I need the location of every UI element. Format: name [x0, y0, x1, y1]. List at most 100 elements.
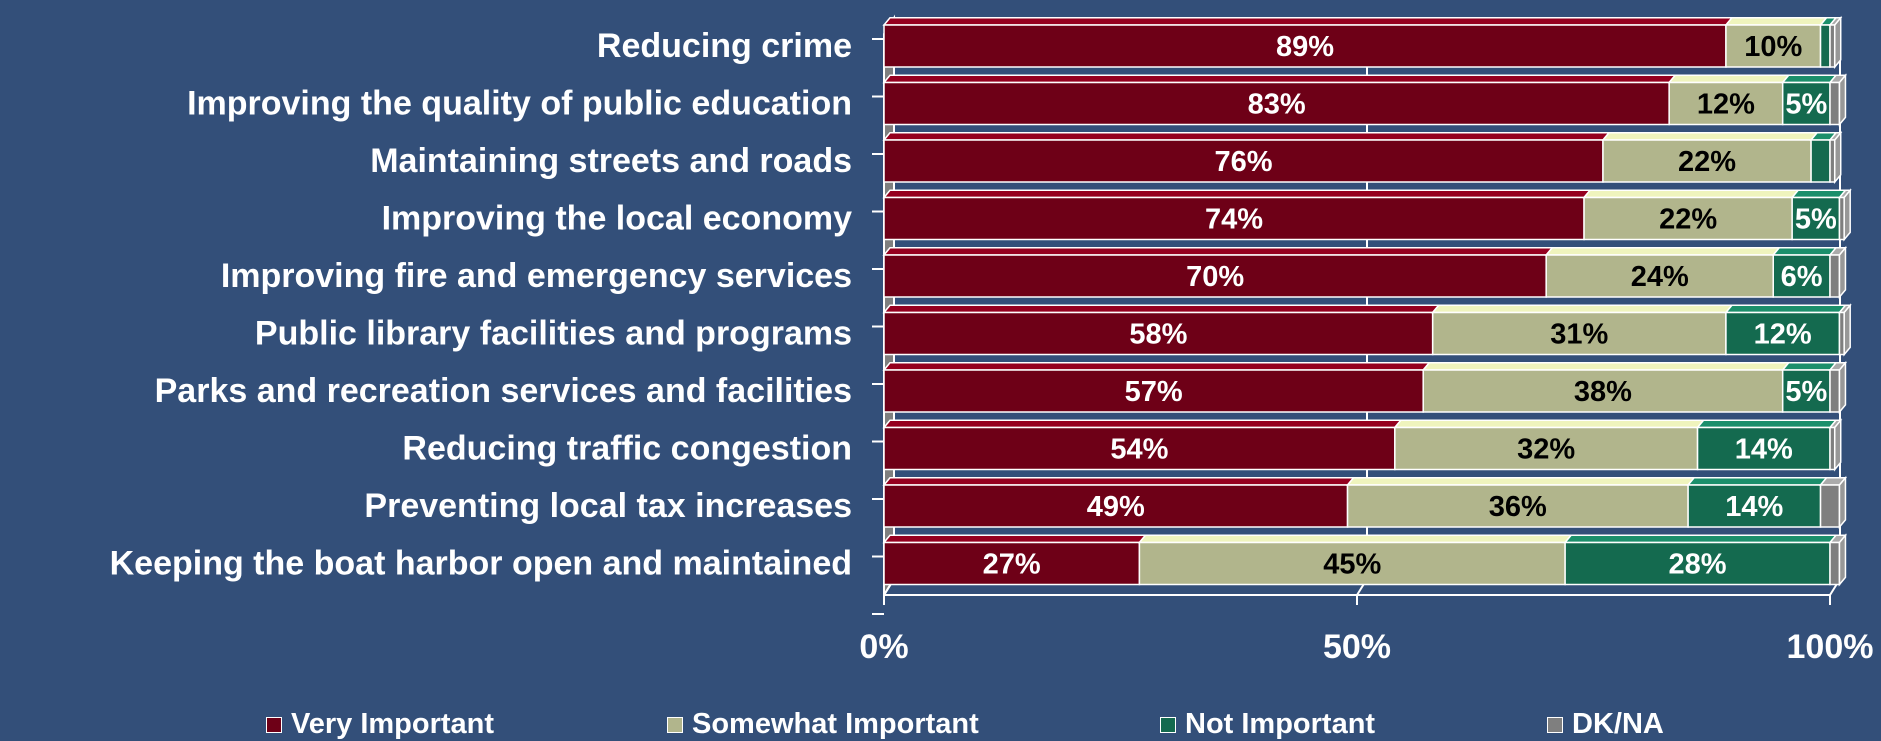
bar-segment-top [1345, 477, 1696, 486]
bar-end-cap [1838, 73, 1847, 127]
category-label: Keeping the boat harbor open and maintai… [110, 545, 852, 583]
bar-segment [1829, 254, 1841, 298]
bar-segment-top [1724, 17, 1829, 26]
bar-segment-top [1790, 189, 1848, 199]
data-label: 58% [1129, 319, 1187, 351]
bar-segment [1810, 139, 1831, 183]
bar-end-cap [1843, 303, 1851, 357]
data-label: 70% [1186, 261, 1244, 293]
category-label: Public library facilities and programs [255, 315, 852, 353]
bar-segment [1829, 541, 1841, 586]
bar-segment-top [882, 74, 1677, 84]
bar-segment-top [1781, 362, 1838, 371]
x-tick-label: 50% [1323, 628, 1391, 666]
bar-segment-top [1695, 419, 1838, 429]
bar-end-cap [1838, 475, 1847, 530]
bar-segment-top [882, 247, 1554, 256]
data-label: 76% [1214, 146, 1272, 178]
bar-segment-top [882, 362, 1431, 371]
bar-segment-top [1393, 419, 1706, 429]
bar-end-cap [1833, 130, 1842, 185]
category-label: Preventing local tax increases [364, 487, 852, 525]
bar-segment-top [1137, 534, 1573, 544]
category-label: Reducing crime [597, 27, 852, 65]
bar-segment [883, 484, 1349, 528]
bar-segment [883, 426, 1396, 471]
bar-segment [883, 541, 1141, 586]
data-label: 31% [1550, 319, 1608, 351]
data-label: 27% [983, 549, 1041, 581]
bar-row: 58% 31% 12% [882, 303, 1852, 357]
bar-end-cap [1838, 533, 1847, 587]
bar-segment [1668, 81, 1784, 126]
bar-segment-top [882, 304, 1441, 314]
data-label: 14% [1725, 491, 1783, 523]
category-label: Maintaining streets and roads [370, 142, 852, 180]
bar-segment-top [882, 419, 1403, 429]
data-label: 6% [1781, 261, 1823, 293]
bar-end-cap [1833, 15, 1842, 70]
bar-end-cap [1838, 360, 1847, 415]
bar-segment-top [882, 189, 1592, 199]
data-label: 83% [1248, 89, 1306, 121]
bar-segment [1829, 369, 1841, 413]
bars: 89% 10% 83% 12% 5% 76% 22% 74% 22% 5% 70% 24% 6% 58% 3… [882, 15, 1852, 587]
bar-row: 70% 24% 6% [882, 245, 1848, 300]
data-label: 54% [1110, 434, 1168, 466]
data-label: 5% [1795, 204, 1837, 236]
bar-segment-top [1686, 477, 1829, 486]
bar-row: 74% 22% 5% [882, 188, 1852, 242]
bar-row: 54% 32% 14% [882, 418, 1843, 472]
bar-segment-top [1667, 74, 1791, 84]
bar-segment-top [1563, 534, 1838, 544]
data-label: 10% [1744, 31, 1802, 63]
bar-segment-top [882, 17, 1734, 26]
bar-segment-top [1431, 304, 1734, 314]
bar-segment-top [882, 132, 1611, 141]
data-label: 5% [1785, 376, 1827, 408]
category-label: Reducing traffic congestion [402, 430, 852, 468]
x-axis-ticks: 0% 50% 100% [859, 38, 1874, 666]
bar-segment [1819, 484, 1841, 528]
bar-segment [1819, 24, 1831, 68]
bar-row: 27% 45% 28% [882, 533, 1848, 587]
bar-segment [1772, 254, 1831, 298]
data-label: 5% [1785, 89, 1827, 121]
data-label: 45% [1323, 549, 1381, 581]
bar-row: 57% 38% 5% [882, 360, 1848, 415]
bar-segment-top [1724, 304, 1848, 314]
bar-row: 49% 36% 14% [882, 475, 1848, 530]
bar-segment [1696, 426, 1831, 471]
data-label: 24% [1631, 261, 1689, 293]
bar-segment-top [1544, 247, 1781, 256]
category-label: Improving the quality of public educatio… [187, 85, 852, 123]
bar-segment [1725, 311, 1841, 356]
data-label: 74% [1205, 204, 1263, 236]
data-label: 89% [1276, 31, 1334, 63]
data-label: 12% [1754, 319, 1812, 351]
bar-segment [1422, 369, 1784, 413]
bar-segment [1602, 139, 1812, 183]
x-tick-label: 100% [1787, 628, 1874, 666]
data-label: 22% [1678, 146, 1736, 178]
bar-segment-top [1582, 189, 1800, 199]
bar-segment-top [1601, 132, 1819, 141]
bar-row: 76% 22% [882, 130, 1843, 185]
bar-segment [883, 139, 1604, 183]
data-label: 38% [1574, 376, 1632, 408]
bar-end-cap [1838, 245, 1847, 300]
bar-segment-top [1771, 247, 1838, 256]
data-label: 22% [1659, 204, 1717, 236]
bar-segment [1829, 81, 1841, 126]
category-label: Improving the local economy [382, 200, 853, 238]
data-label: 57% [1125, 376, 1183, 408]
data-label: 14% [1735, 434, 1793, 466]
bar-segment [1687, 484, 1822, 528]
bar-segment-top [1781, 74, 1838, 84]
data-label: 36% [1489, 491, 1547, 523]
bar-end-cap [1833, 418, 1842, 472]
bar-segment [1791, 196, 1841, 241]
data-label: 32% [1517, 434, 1575, 466]
bar-segment-top [1421, 362, 1791, 371]
